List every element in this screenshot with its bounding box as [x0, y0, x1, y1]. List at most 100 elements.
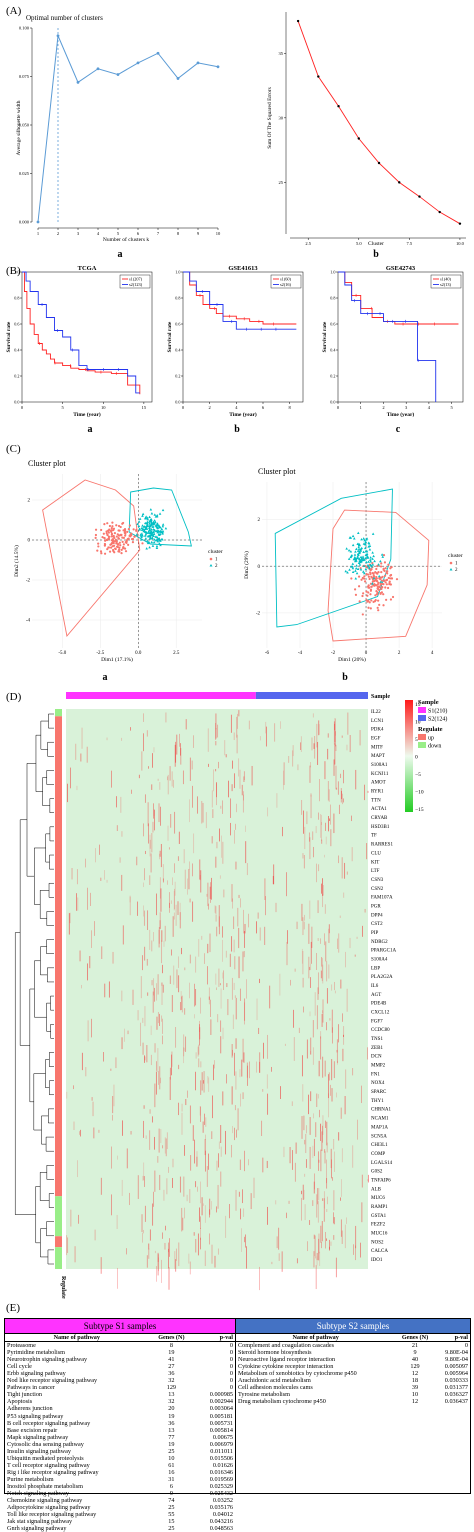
heatmap-cell	[106, 879, 108, 883]
heatmap-cell	[81, 727, 83, 749]
heatmap-cell	[126, 1148, 128, 1169]
panel-c-sub-a: a	[103, 672, 108, 683]
heatmap-cell	[179, 902, 181, 921]
cluster-1-point	[360, 578, 363, 581]
heatmap-cell	[313, 743, 315, 749]
heatmap-cell	[178, 956, 179, 968]
cluster-ytick: -4	[26, 619, 31, 624]
heatmap-body	[66, 709, 368, 1269]
heatmap-cell	[73, 1121, 75, 1131]
cluster-2-point	[143, 534, 147, 537]
heatmap-cell	[279, 973, 281, 996]
table-cell: B cell receptor signaling pathway	[7, 1419, 91, 1427]
heatmap-cell	[233, 732, 235, 741]
table-cell: 13	[168, 1426, 175, 1434]
heatmap-cell	[146, 1255, 148, 1268]
cluster-1-point	[121, 522, 124, 525]
km-ytick: 0.4	[14, 348, 20, 353]
table-row: Drug metabolism cytochrome p450 12 0.03643…	[236, 1398, 470, 1405]
table-cell: 0.036327	[444, 1391, 468, 1399]
cluster-1-point	[353, 588, 357, 591]
heatmap-cell	[144, 1176, 145, 1187]
cluster-1-point	[367, 584, 370, 587]
cluster-legend-label: 2	[455, 568, 458, 573]
heatmap-cell	[207, 882, 209, 907]
cluster-2-point	[371, 557, 374, 560]
heatmap-cell	[231, 936, 233, 952]
heatmap-cell	[150, 1025, 152, 1036]
panel-d-svg: (D) SampleRegulateIL22LCN1PDK4EGFMITFMAP…	[6, 691, 447, 1299]
km-legend-label: s1(40)	[440, 277, 452, 282]
heatmap-cell	[309, 1011, 311, 1017]
cluster-1-point	[380, 582, 383, 586]
heatmap-cell	[283, 1146, 285, 1158]
heatmap-cell	[318, 972, 319, 995]
heatmap-cell	[333, 1061, 335, 1079]
cluster-1-point	[116, 533, 119, 536]
heatmap-cell	[153, 1191, 154, 1207]
heatmap-cell	[234, 830, 235, 844]
heatmap-cell	[231, 1086, 233, 1105]
gene-label: FEZF2	[371, 1223, 386, 1228]
heatmap-cell	[191, 760, 193, 770]
gene-label: RARRES1	[371, 843, 393, 848]
heatmap-cell	[92, 1101, 94, 1117]
table-s2: Subtype S2 samples Name of pathway Genes …	[235, 1318, 471, 1494]
heatmap-cell	[211, 1131, 213, 1139]
km-curve-1	[22, 271, 141, 395]
heatmap-cell	[148, 1248, 150, 1259]
heatmap-cell	[173, 912, 175, 920]
panel-e-label: (E)	[6, 1302, 21, 1314]
table-cell: 0.03252	[212, 1497, 233, 1505]
cluster-2-point	[141, 534, 144, 537]
cluster-2-point	[148, 526, 151, 529]
cluster-2-point	[144, 515, 148, 518]
cluster-2-point	[357, 547, 361, 551]
heatmap-cell	[152, 1116, 153, 1123]
dendrogram-branch	[46, 1165, 54, 1180]
heatmap-cell	[220, 1146, 222, 1157]
heatmap-cell	[184, 1207, 185, 1219]
heatmap-cell	[343, 1026, 345, 1045]
heatmap-cell	[308, 1094, 309, 1115]
gene-label: LBP	[371, 966, 380, 971]
heatmap-cell	[309, 977, 311, 988]
dendrogram-branch	[40, 946, 48, 976]
table-cell: 55	[168, 1511, 175, 1519]
heatmap-cell	[162, 864, 164, 881]
heatmap-cell	[132, 989, 134, 1005]
cluster-2-point	[372, 554, 375, 558]
dendrogram-branch	[47, 1249, 54, 1265]
sse-point	[418, 195, 421, 198]
cluster-1-point	[97, 542, 100, 545]
cluster-1-point	[94, 536, 97, 539]
table-cell: Adipocytokine signaling pathway	[7, 1504, 91, 1512]
table-cell: 39	[411, 1384, 419, 1392]
cluster-2-point	[156, 526, 160, 530]
heatmap-cell	[267, 807, 269, 817]
cluster-2-point	[351, 562, 355, 565]
heatmap-cell	[317, 741, 319, 765]
heatmap-cell	[283, 770, 284, 790]
table-cell: Neurotrophin signaling pathway	[7, 1356, 88, 1364]
heatmap-cell	[231, 784, 233, 792]
heatmap-cell	[341, 1230, 343, 1244]
table-cell: 0.005814	[209, 1426, 233, 1434]
cluster-1-point	[366, 594, 369, 597]
heatmap-cell	[170, 900, 172, 904]
silhouette-xtick: 3	[77, 231, 80, 236]
gene-label: SPARC	[371, 1090, 387, 1095]
heatmap-cell	[137, 1010, 139, 1021]
sse-line	[297, 20, 461, 225]
heatmap-cell	[116, 825, 118, 831]
heatmap-cell	[208, 1077, 210, 1092]
km-xtick: 0	[337, 405, 340, 410]
heatmap-cell	[184, 1008, 186, 1015]
heatmap-cell	[258, 1027, 260, 1034]
cluster-2-point	[369, 556, 372, 559]
cluster-1-point	[382, 583, 385, 586]
table-cell: 77	[168, 1433, 175, 1441]
legend-sample-label: S2(124)	[428, 716, 447, 723]
cluster-1-point	[380, 579, 384, 582]
